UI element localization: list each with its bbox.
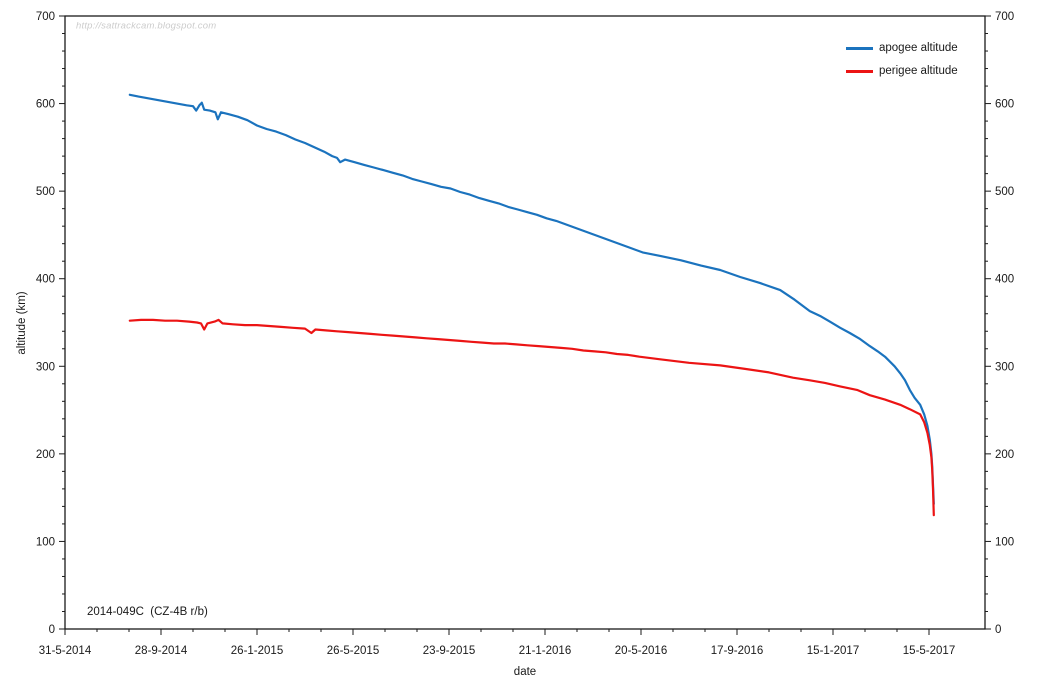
x-tick-label: 23-9-2015 bbox=[423, 645, 475, 657]
y-tick-label-right: 500 bbox=[995, 186, 1014, 198]
y-tick-label-right: 0 bbox=[995, 624, 1001, 636]
plot-border bbox=[64, 15, 986, 630]
x-tick-label: 26-1-2015 bbox=[231, 645, 283, 657]
y-tick-label: 100 bbox=[36, 536, 55, 548]
y-tick-label: 600 bbox=[36, 99, 55, 111]
y-tick-label-right: 100 bbox=[995, 536, 1014, 548]
y-tick-label: 0 bbox=[49, 624, 55, 636]
y-tick-label: 400 bbox=[36, 274, 55, 286]
y-tick-label-right: 700 bbox=[995, 11, 1014, 23]
y-tick-label-right: 200 bbox=[995, 449, 1014, 461]
y-tick-label: 200 bbox=[36, 449, 55, 461]
perigee-altitude-line bbox=[128, 318, 935, 517]
x-tick-label: 20-5-2016 bbox=[615, 645, 667, 657]
y-tick-label-right: 400 bbox=[995, 274, 1014, 286]
y-tick-label-right: 300 bbox=[995, 361, 1014, 373]
x-tick-label: 15-1-2017 bbox=[807, 645, 859, 657]
x-tick-label: 31-5-2014 bbox=[39, 645, 92, 657]
y-tick-label: 700 bbox=[36, 11, 55, 23]
y-tick-label: 500 bbox=[36, 186, 55, 198]
x-tick-label: 26-5-2015 bbox=[327, 645, 379, 657]
x-tick-label: 15-5-2017 bbox=[903, 645, 955, 657]
y-tick-label: 300 bbox=[36, 361, 55, 373]
x-tick-label: 28-9-2014 bbox=[135, 645, 188, 657]
y-tick-label-right: 600 bbox=[995, 99, 1014, 111]
x-tick-label: 21-1-2016 bbox=[519, 645, 571, 657]
x-tick-label: 17-9-2016 bbox=[711, 645, 763, 657]
apogee-altitude-line bbox=[128, 93, 935, 505]
